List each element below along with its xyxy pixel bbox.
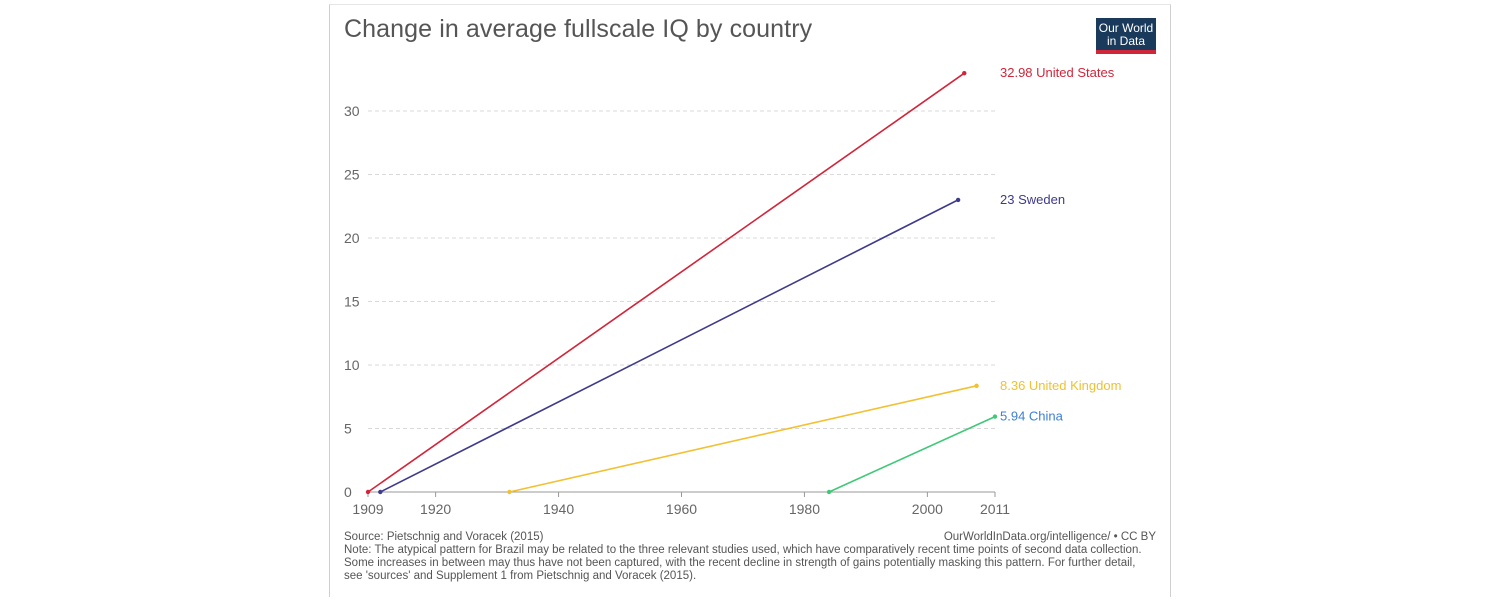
series-line-united-states[interactable]	[367, 72, 965, 493]
series-labels: 32.98 United States 23 Sweden 8.36 United …	[1000, 65, 1121, 423]
logo-line-1: Our World	[1098, 21, 1154, 35]
data-point[interactable]	[955, 197, 961, 203]
y-tick-label: 20	[344, 230, 360, 246]
y-tick-label: 5	[344, 421, 352, 437]
source-text: Source: Pietschnig and Voracek (2015)	[344, 531, 544, 543]
x-axis: 1909 1920 1940 1960 1980 2000 2011	[352, 491, 1010, 517]
y-axis: 0 5 10 15 20 25 30	[344, 103, 360, 500]
credit-link[interactable]: OurWorldInData.org/intelligence/ • CC BY	[943, 531, 1156, 543]
series-label-sweden: 23 Sweden	[1000, 192, 1065, 207]
x-tick-label: 1909	[352, 501, 383, 517]
data-point[interactable]	[974, 383, 979, 389]
series-label-united-states: 32.98 United States	[1000, 65, 1115, 80]
x-tick-label: 1940	[543, 501, 574, 517]
data-point[interactable]	[507, 489, 512, 495]
data-point[interactable]	[378, 489, 383, 495]
series-label-china: 5.94 China	[1000, 409, 1064, 424]
note-text: Note: The atypical pattern for Brazil ma…	[344, 544, 1142, 582]
data-point[interactable]	[962, 70, 967, 76]
data-point[interactable]	[826, 489, 832, 495]
chart-title: Change in average fullscale IQ by countr…	[344, 15, 813, 43]
y-tick-label: 0	[344, 484, 352, 500]
grid-lines	[368, 110, 995, 429]
x-tick-label: 2011	[980, 501, 1010, 517]
y-tick-label: 25	[344, 167, 360, 183]
x-tick-label: 1920	[420, 501, 451, 517]
x-tick-label: 1980	[789, 501, 820, 517]
series-line-united-kingdom[interactable]	[509, 385, 977, 493]
chart-frame: Change in average fullscale IQ by countr…	[329, 4, 1171, 597]
y-tick-label: 15	[344, 294, 360, 310]
data-point[interactable]	[992, 414, 998, 419]
owid-logo[interactable]: Our World in Data	[1096, 18, 1156, 54]
x-tick-label: 2000	[912, 501, 943, 517]
x-tick-label: 1960	[666, 501, 697, 517]
series-label-united-kingdom: 8.36 United Kingdom	[1000, 378, 1121, 393]
logo-line-2: in Data	[1106, 34, 1146, 48]
series-lines	[365, 70, 998, 495]
y-tick-label: 30	[344, 103, 360, 119]
data-point[interactable]	[365, 489, 371, 495]
line-chart: 0 5 10 15 20 25 30 1909 1920 1940 1960 1980 2000 201…	[344, 65, 1121, 517]
y-tick-label: 10	[344, 357, 360, 373]
series-line-sweden[interactable]	[379, 199, 959, 493]
series-line-china[interactable]	[828, 415, 996, 493]
